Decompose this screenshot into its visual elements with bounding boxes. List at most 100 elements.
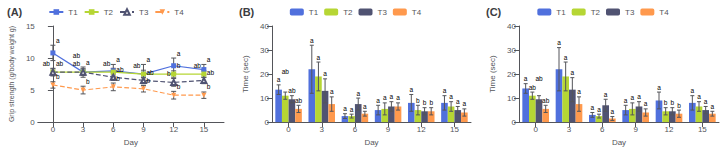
svg-text:ab: ab <box>116 66 124 73</box>
svg-text:a: a <box>330 88 334 95</box>
svg-text:a: a <box>86 59 90 66</box>
svg-text:T3: T3 <box>378 8 388 17</box>
svg-text:20: 20 <box>507 70 516 79</box>
svg-text:a: a <box>409 86 413 93</box>
svg-text:15: 15 <box>450 125 459 134</box>
svg-text:a: a <box>396 94 400 101</box>
svg-text:ab: ab <box>103 60 111 67</box>
svg-text:3: 3 <box>81 125 86 134</box>
svg-text:T1: T1 <box>309 8 319 17</box>
svg-text:T1: T1 <box>68 8 78 17</box>
svg-text:ab: ab <box>73 60 81 67</box>
svg-text:0: 0 <box>533 125 538 134</box>
svg-text:a: a <box>571 69 575 76</box>
svg-text:9: 9 <box>141 125 146 134</box>
svg-text:T2: T2 <box>591 8 601 17</box>
svg-text:0: 0 <box>286 125 291 134</box>
svg-text:a: a <box>390 93 394 100</box>
svg-text:a: a <box>449 93 453 100</box>
svg-text:Day: Day <box>612 138 626 147</box>
svg-text:ab: ab <box>73 52 81 59</box>
svg-text:Grip strength (g/body weight g: Grip strength (g/body weight g) <box>8 26 16 122</box>
svg-text:b: b <box>167 70 171 77</box>
svg-text:ab: ab <box>133 62 141 69</box>
svg-text:a: a <box>363 103 367 110</box>
svg-text:b: b <box>56 73 60 80</box>
svg-text:ab: ab <box>288 87 296 94</box>
svg-text:a: a <box>691 87 695 94</box>
svg-text:ab: ab <box>295 97 303 104</box>
svg-text:T1: T1 <box>556 8 566 17</box>
svg-text:Day: Day <box>364 138 378 147</box>
svg-text:15: 15 <box>199 125 208 134</box>
svg-text:5: 5 <box>30 86 35 95</box>
svg-text:T4: T4 <box>412 8 422 17</box>
svg-text:T4: T4 <box>659 8 669 17</box>
svg-text:40: 40 <box>507 22 516 31</box>
svg-text:a: a <box>116 56 120 63</box>
svg-text:a: a <box>323 70 327 77</box>
svg-text:40: 40 <box>260 22 269 31</box>
svg-text:a: a <box>277 76 281 83</box>
svg-text:a: a <box>631 94 635 101</box>
svg-text:b: b <box>677 102 681 109</box>
svg-text:a: a <box>644 100 648 107</box>
svg-text:b: b <box>146 77 150 84</box>
svg-text:b: b <box>177 62 181 69</box>
svg-text:ab: ab <box>207 69 215 76</box>
svg-text:12: 12 <box>417 125 426 134</box>
svg-text:b: b <box>429 99 433 106</box>
svg-text:a: a <box>597 106 601 113</box>
svg-text:10: 10 <box>507 94 516 103</box>
svg-text:3: 3 <box>320 125 325 134</box>
svg-text:9: 9 <box>633 125 638 134</box>
svg-text:(A): (A) <box>7 6 23 18</box>
svg-text:ab: ab <box>56 60 64 67</box>
svg-text:10: 10 <box>26 54 35 63</box>
svg-text:a: a <box>611 108 615 115</box>
svg-text:b: b <box>177 83 181 90</box>
svg-text:b: b <box>116 75 120 82</box>
svg-text:T3: T3 <box>139 8 149 17</box>
svg-text:3: 3 <box>567 125 572 134</box>
svg-text:a: a <box>564 54 568 61</box>
svg-text:a: a <box>557 39 561 46</box>
svg-text:a: a <box>591 104 595 111</box>
svg-text:a: a <box>657 84 661 91</box>
svg-text:a: a <box>317 54 321 61</box>
svg-text:a: a <box>177 50 181 57</box>
svg-text:a: a <box>310 37 314 44</box>
svg-text:a: a <box>697 93 701 100</box>
svg-text:a: a <box>604 91 608 98</box>
svg-text:a: a <box>146 56 150 63</box>
svg-text:ab: ab <box>282 68 290 75</box>
svg-text:Day: Day <box>124 138 138 147</box>
svg-text:a: a <box>524 75 528 82</box>
svg-text:b: b <box>416 97 420 104</box>
svg-text:30: 30 <box>260 46 269 55</box>
svg-text:a: a <box>383 94 387 101</box>
svg-text:T4: T4 <box>174 8 184 17</box>
svg-text:ab: ab <box>146 69 154 76</box>
svg-text:15: 15 <box>26 22 35 31</box>
svg-text:0: 0 <box>51 125 56 134</box>
svg-text:a: a <box>456 98 460 105</box>
svg-text:ab: ab <box>529 84 537 91</box>
svg-text:a: a <box>463 100 467 107</box>
svg-text:a: a <box>637 93 641 100</box>
svg-text:15: 15 <box>698 125 707 134</box>
svg-text:b: b <box>423 99 427 106</box>
svg-text:ab: ab <box>194 62 202 69</box>
svg-text:a: a <box>56 37 60 44</box>
svg-text:b: b <box>86 78 90 85</box>
svg-text:6: 6 <box>600 125 605 134</box>
svg-text:a: a <box>207 56 211 63</box>
svg-text:0: 0 <box>30 118 35 127</box>
svg-text:10: 10 <box>260 94 269 103</box>
svg-text:ab: ab <box>535 75 543 82</box>
svg-text:b: b <box>207 83 211 90</box>
svg-text:a: a <box>356 90 360 97</box>
svg-text:a: a <box>577 88 581 95</box>
svg-text:30: 30 <box>507 46 516 55</box>
svg-text:12: 12 <box>169 125 178 134</box>
